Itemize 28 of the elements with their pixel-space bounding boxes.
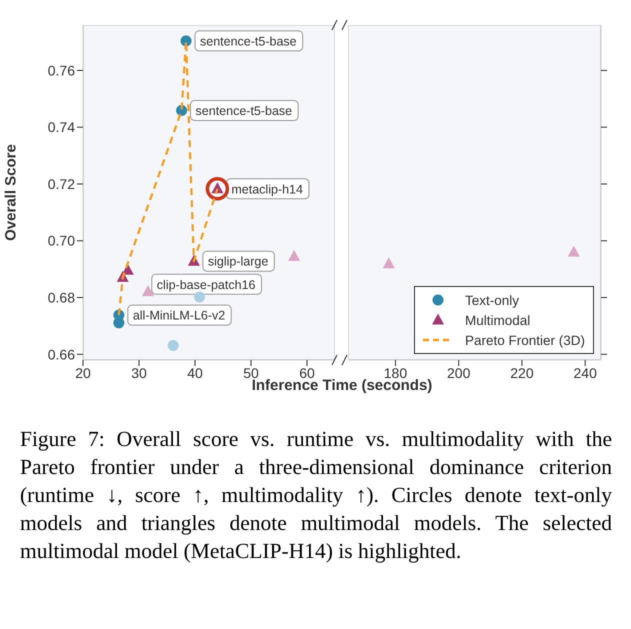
annotation: metaclip-h14 [231, 182, 304, 196]
annotation: all-MiniLM-L6-v2 [132, 308, 226, 323]
annotation: sentence-t5-base [196, 104, 292, 118]
point [113, 317, 124, 328]
legend-label: Multimodal [464, 312, 530, 328]
point [194, 291, 205, 302]
y-tick-label: 0.72 [48, 176, 76, 192]
legend-label: Text-only [464, 292, 519, 308]
annotation: clip-base-patch16 [156, 278, 256, 292]
point [168, 340, 179, 352]
x-tick-label: 30 [131, 364, 147, 381]
y-tick-label: 0.76 [48, 62, 76, 78]
annotation: siglip-large [208, 254, 268, 269]
annotation: sentence-t5-base [200, 34, 297, 48]
y-tick-label: 0.66 [48, 346, 76, 362]
x-tick-label: 240 [574, 364, 598, 381]
y-tick-label: 0.74 [48, 119, 76, 136]
x-tick-label: 220 [510, 364, 534, 381]
point [288, 250, 300, 261]
x-tick-label: 200 [447, 364, 471, 381]
legend-label: Pareto Frontier (3D) [464, 332, 585, 348]
x-tick-label: 20 [75, 364, 91, 381]
point [142, 285, 154, 296]
caption: Figure 7: Overall score vs. runtime vs. multimodality with the Pareto frontier under a three-dimensional dominance criterion (runtime ↓, score ↑, multimodality ↑). Circles denote text-only models and triangles denote multimodal models. The selected multimodal model (MetaCLIP-H14) is highlighted. [20, 426, 612, 565]
y-axis-title: Overall Score [2, 144, 20, 241]
y-tick-label: 0.70 [48, 232, 76, 249]
y-tick-label: 0.68 [48, 290, 76, 306]
x-tick-label: 40 [187, 364, 203, 381]
